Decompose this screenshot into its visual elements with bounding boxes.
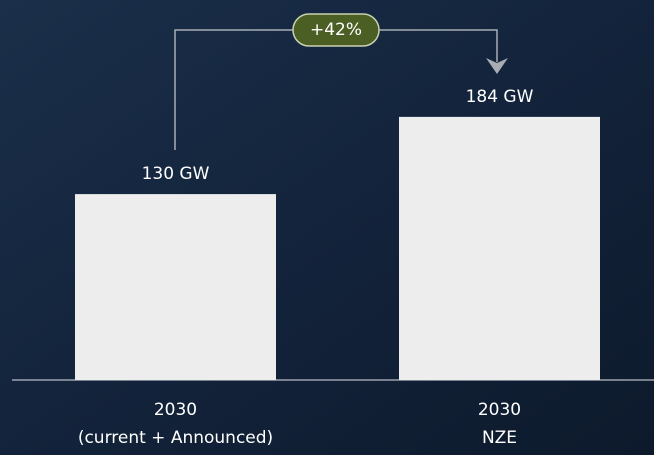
bar bbox=[399, 116, 600, 380]
value-label: 184 GW bbox=[466, 87, 534, 107]
value-label: 130 GW bbox=[142, 164, 210, 184]
category-label: 2030 bbox=[478, 400, 521, 420]
category-label: NZE bbox=[482, 428, 517, 448]
bar bbox=[75, 194, 276, 380]
category-label: 2030 bbox=[154, 400, 197, 420]
category-label: (current + Announced) bbox=[78, 428, 273, 448]
arrowhead bbox=[486, 58, 508, 74]
growth-badge bbox=[292, 13, 380, 47]
growth-label: +42% bbox=[310, 20, 362, 40]
